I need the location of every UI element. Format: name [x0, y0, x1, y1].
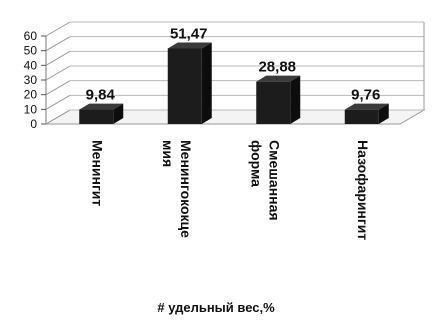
- bar-top: [256, 75, 301, 82]
- legend: # удельный вес,%: [0, 300, 432, 315]
- bar-side: [113, 103, 124, 124]
- gridline-side: [45, 36, 71, 52]
- legend-label: удельный вес,%: [168, 300, 275, 315]
- data-label: 51,47: [170, 26, 208, 43]
- gridline-side: [45, 50, 71, 66]
- y-tick-label: 20: [24, 88, 38, 102]
- y-tick-label: 0: [30, 117, 37, 131]
- x-tick-label: Менингококце: [178, 140, 194, 238]
- gridline-side: [45, 80, 71, 96]
- x-tick-label: Назофарингит: [355, 140, 371, 240]
- y-tick-label: 60: [24, 29, 38, 43]
- bar-top: [344, 103, 389, 110]
- y-tick-label: 10: [24, 102, 38, 116]
- gridline-side: [45, 21, 71, 37]
- bar: [344, 109, 379, 124]
- gridline-side: [45, 109, 71, 125]
- legend-marker: #: [157, 300, 165, 315]
- y-tick-label: 50: [24, 44, 38, 58]
- bar: [256, 81, 291, 124]
- y-tick-label: 40: [24, 58, 38, 72]
- gridline-side: [45, 94, 71, 110]
- gridline-side: [45, 65, 71, 81]
- x-tick-label: форма: [248, 140, 264, 187]
- x-tick-label: Менингит: [89, 140, 105, 206]
- bar: [167, 48, 202, 124]
- bar-top: [79, 103, 124, 110]
- data-label: 9,76: [351, 87, 380, 104]
- bar-top: [167, 42, 212, 49]
- bar-side: [201, 42, 212, 124]
- data-label: 9,84: [86, 87, 116, 104]
- bar-side: [290, 75, 301, 124]
- data-label: 28,88: [258, 59, 296, 76]
- y-tick-label: 30: [24, 73, 38, 87]
- bar-side: [378, 103, 389, 124]
- x-tick-label: Смешанная: [266, 140, 282, 221]
- x-tick-label: мия: [160, 140, 176, 167]
- bar: [79, 109, 114, 124]
